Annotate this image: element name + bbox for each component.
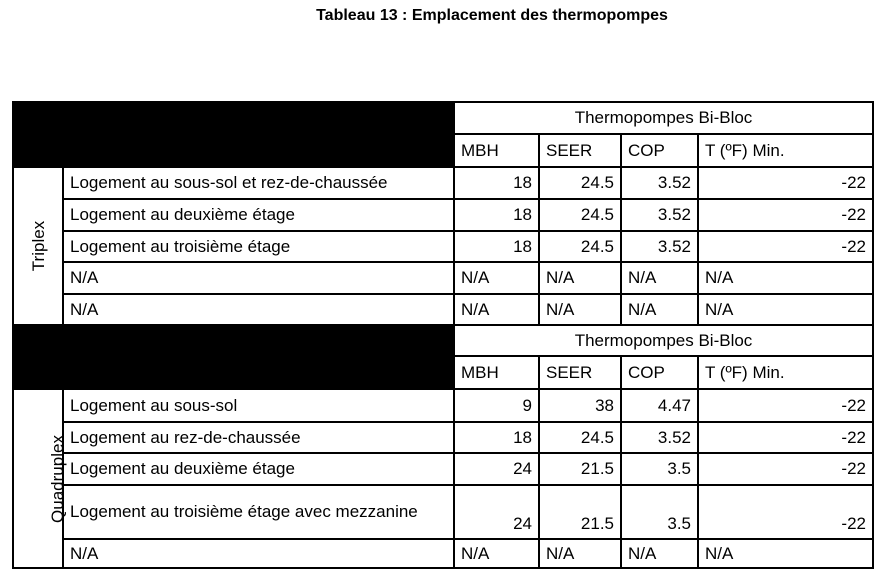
- value-cell: 24.5: [538, 230, 622, 263]
- section-header-row: Thermopompes Bi-Bloc: [12, 101, 874, 168]
- column-header: T (ºF) Min.: [697, 355, 874, 390]
- table-row: Triplex Logement au sous-sol et rez-de-ch…: [12, 166, 874, 326]
- row-label: N/A: [62, 293, 455, 326]
- value-cell: 3.5: [620, 452, 699, 486]
- group-header: Thermopompes Bi-Bloc: [453, 324, 874, 357]
- table-row: N/A N/A N/A N/A N/A: [13, 538, 874, 569]
- table-row: Logement au deuxième étage 18 24.5 3.52 -22: [13, 198, 874, 232]
- section-header-row: Thermopompes Bi-Bloc: [12, 324, 874, 390]
- value-cell: -22: [697, 484, 874, 540]
- column-header: COP: [620, 133, 699, 168]
- value-cell: -22: [697, 230, 874, 263]
- heat-pump-table: Thermopompes Bi-Bloc MBH SEER COP T (ºF) Min…: [12, 101, 874, 569]
- table-row: Logement au troisième étage avec mezzani…: [13, 484, 874, 540]
- column-header: SEER: [538, 133, 622, 168]
- group-label: Quadruplex: [12, 388, 67, 569]
- value-cell: N/A: [620, 538, 699, 569]
- value-cell: N/A: [538, 261, 622, 295]
- table-row: Quadruplex Logement au sous-sol 9 38 4.47 -22: [12, 388, 874, 569]
- table-row: Logement au deuxième étage 24 21.5 3.5 -22: [13, 452, 874, 486]
- value-cell: 38: [538, 388, 622, 423]
- row-label: Logement au troisième étage: [62, 230, 455, 263]
- column-header: T (ºF) Min.: [697, 133, 874, 168]
- value-cell: 24.5: [538, 198, 622, 232]
- row-label: Logement au deuxième étage: [62, 452, 455, 486]
- row-label: N/A: [62, 261, 455, 295]
- group-label-text: Triplex: [29, 220, 49, 272]
- value-cell: 4.47: [620, 388, 699, 423]
- value-cell: N/A: [538, 538, 622, 569]
- blank-header-cell: [12, 324, 455, 390]
- value-cell: -22: [697, 421, 874, 454]
- row-label: Logement au deuxième étage: [62, 198, 455, 232]
- row-label: N/A: [62, 538, 455, 569]
- value-cell: 21.5: [538, 484, 622, 540]
- table-title: Tableau 13 : Emplacement des thermopompe…: [316, 7, 668, 24]
- column-header: COP: [620, 355, 699, 390]
- value-cell: N/A: [620, 293, 699, 326]
- blank-header-cell: [12, 101, 455, 168]
- value-cell: -22: [697, 166, 874, 200]
- value-cell: N/A: [538, 293, 622, 326]
- table-row: Logement au troisième étage 18 24.5 3.52 -22: [13, 230, 874, 263]
- value-cell: 18: [453, 198, 540, 232]
- group-header: Thermopompes Bi-Bloc: [453, 101, 874, 135]
- column-header-row: MBH SEER COP T (ºF) Min.: [13, 133, 874, 168]
- value-cell: 3.52: [620, 421, 699, 454]
- column-header-row: MBH SEER COP T (ºF) Min.: [13, 355, 874, 390]
- value-cell: 18: [453, 230, 540, 263]
- group-label-text: Quadruplex: [47, 434, 67, 523]
- value-cell: 18: [453, 166, 540, 200]
- value-cell: 3.52: [620, 198, 699, 232]
- value-cell: N/A: [697, 293, 874, 326]
- column-header: MBH: [453, 133, 540, 168]
- value-cell: -22: [697, 198, 874, 232]
- value-cell: N/A: [697, 538, 874, 569]
- row-label: Logement au troisième étage avec mezzani…: [62, 484, 455, 540]
- value-cell: 24.5: [538, 166, 622, 200]
- value-cell: 24: [453, 484, 540, 540]
- group-label: Triplex: [12, 166, 64, 326]
- value-cell: 24: [453, 452, 540, 486]
- value-cell: N/A: [453, 293, 540, 326]
- value-cell: 3.5: [620, 484, 699, 540]
- value-cell: 9: [453, 388, 540, 423]
- value-cell: N/A: [620, 261, 699, 295]
- value-cell: N/A: [697, 261, 874, 295]
- value-cell: N/A: [453, 538, 540, 569]
- value-cell: 3.52: [620, 166, 699, 200]
- value-cell: -22: [697, 388, 874, 423]
- table-row: Logement au rez-de-chaussée 18 24.5 3.52 -22: [13, 421, 874, 454]
- value-cell: 3.52: [620, 230, 699, 263]
- value-cell: -22: [697, 452, 874, 486]
- value-cell: 18: [453, 421, 540, 454]
- row-label: Logement au sous-sol: [62, 388, 455, 423]
- column-header: MBH: [453, 355, 540, 390]
- value-cell: 24.5: [538, 421, 622, 454]
- value-cell: N/A: [453, 261, 540, 295]
- table-row: N/A N/A N/A N/A N/A: [13, 261, 874, 295]
- column-header: SEER: [538, 355, 622, 390]
- row-label: Logement au rez-de-chaussée: [62, 421, 455, 454]
- table-row: N/A N/A N/A N/A N/A: [13, 293, 874, 326]
- value-cell: 21.5: [538, 452, 622, 486]
- row-label: Logement au sous-sol et rez-de-chaussée: [62, 166, 455, 200]
